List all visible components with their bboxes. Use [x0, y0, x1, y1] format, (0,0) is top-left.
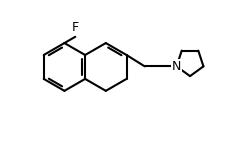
Text: N: N [172, 60, 181, 73]
Text: F: F [72, 21, 79, 34]
